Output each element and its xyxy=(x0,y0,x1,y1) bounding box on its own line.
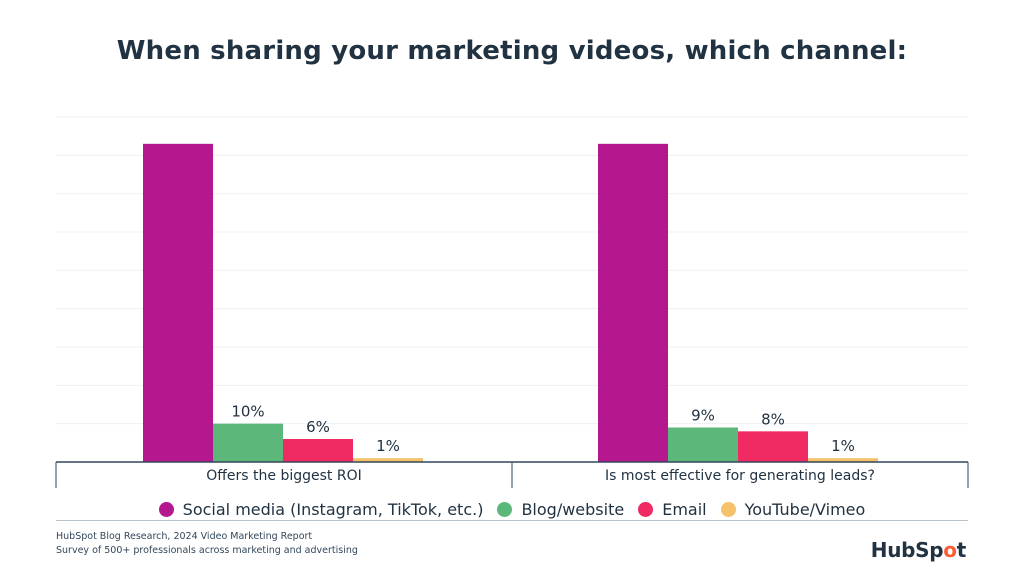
legend-swatch xyxy=(638,502,654,517)
footer-source: HubSpot Blog Research, 2024 Video Market… xyxy=(56,531,313,542)
chart-title: When sharing your marketing videos, whic… xyxy=(116,36,908,66)
category-label: Is most effective for generating leads? xyxy=(605,468,875,484)
bar xyxy=(668,427,738,462)
legend-item: YouTube/Vimeo xyxy=(720,500,866,519)
legend-label: Blog/website xyxy=(521,500,625,519)
bar xyxy=(808,458,878,462)
legend-label: Social media (Instagram, TikTok, etc.) xyxy=(182,500,484,519)
data-label: 1% xyxy=(376,437,400,455)
legend-swatch xyxy=(158,502,174,517)
data-label: 1% xyxy=(831,437,855,455)
legend: Social media (Instagram, TikTok, etc.) Bl… xyxy=(0,500,1024,519)
legend-item: Social media (Instagram, TikTok, etc.) xyxy=(158,500,484,519)
legend-label: Email xyxy=(662,500,707,519)
data-label: 10% xyxy=(231,403,264,421)
legend-label: YouTube/Vimeo xyxy=(744,500,866,519)
legend-item: Email xyxy=(638,500,707,519)
data-label: 8% xyxy=(761,410,785,428)
bar xyxy=(143,143,213,463)
category-label: Offers the biggest ROI xyxy=(206,468,361,484)
footer-divider xyxy=(56,520,968,521)
bar xyxy=(738,431,808,462)
legend-swatch xyxy=(497,502,513,517)
legend-item: Blog/website xyxy=(497,500,624,519)
footer: HubSpot Blog Research, 2024 Video Market… xyxy=(56,530,358,558)
data-label: 9% xyxy=(691,407,715,425)
footer-survey: Survey of 500+ professionals across mark… xyxy=(56,545,358,556)
data-label: 6% xyxy=(306,418,330,436)
bar xyxy=(353,458,423,462)
bar xyxy=(213,423,283,462)
bar xyxy=(598,143,668,463)
bar xyxy=(283,439,353,462)
legend-swatch xyxy=(720,502,736,517)
hubspot-logo: HubSpot xyxy=(870,538,967,562)
